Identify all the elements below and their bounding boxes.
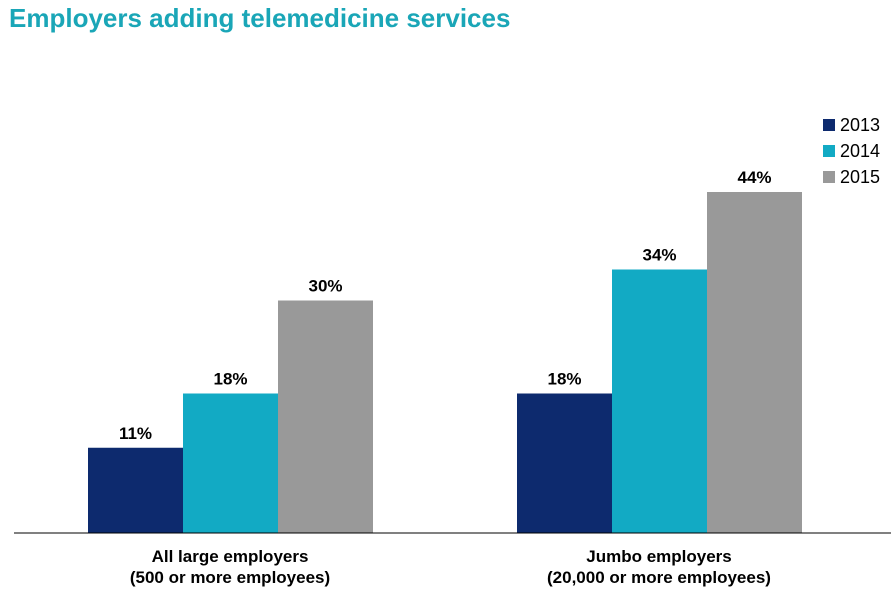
category-label-1-line-0: Jumbo employers xyxy=(586,547,732,566)
bar-2014-0 xyxy=(183,393,278,533)
bar-2014-1 xyxy=(612,269,707,533)
data-label-2013-0: 11% xyxy=(119,424,152,443)
legend: 2013 2014 2015 xyxy=(823,115,880,187)
legend-swatch-2013 xyxy=(823,119,835,131)
bar-2013-0 xyxy=(88,447,183,533)
category-label-1-line-1: (20,000 or more employees) xyxy=(547,568,771,587)
legend-swatch-2014 xyxy=(823,145,835,157)
chart-title: Employers adding telemedicine services xyxy=(9,3,511,33)
legend-label-2013: 2013 xyxy=(840,115,880,135)
data-label-2014-0: 18% xyxy=(213,370,247,389)
bars-layer xyxy=(88,192,802,533)
data-label-2015-0: 30% xyxy=(308,277,342,296)
category-label-0-line-1: (500 or more employees) xyxy=(130,568,330,587)
bar-2015-1 xyxy=(707,192,802,533)
bar-2013-1 xyxy=(517,393,612,533)
category-labels-layer: All large employers (500 or more employee… xyxy=(130,547,771,587)
data-label-2014-1: 34% xyxy=(642,246,676,265)
data-label-2013-1: 18% xyxy=(547,370,581,389)
legend-swatch-2015 xyxy=(823,171,835,183)
legend-label-2014: 2014 xyxy=(840,141,880,161)
category-label-0-line-0: All large employers xyxy=(152,547,309,566)
legend-label-2015: 2015 xyxy=(840,167,880,187)
data-labels-layer: 11% 18% 30% 18% 34% 44% xyxy=(119,168,772,443)
data-label-2015-1: 44% xyxy=(737,168,771,187)
bar-2015-0 xyxy=(278,300,373,533)
